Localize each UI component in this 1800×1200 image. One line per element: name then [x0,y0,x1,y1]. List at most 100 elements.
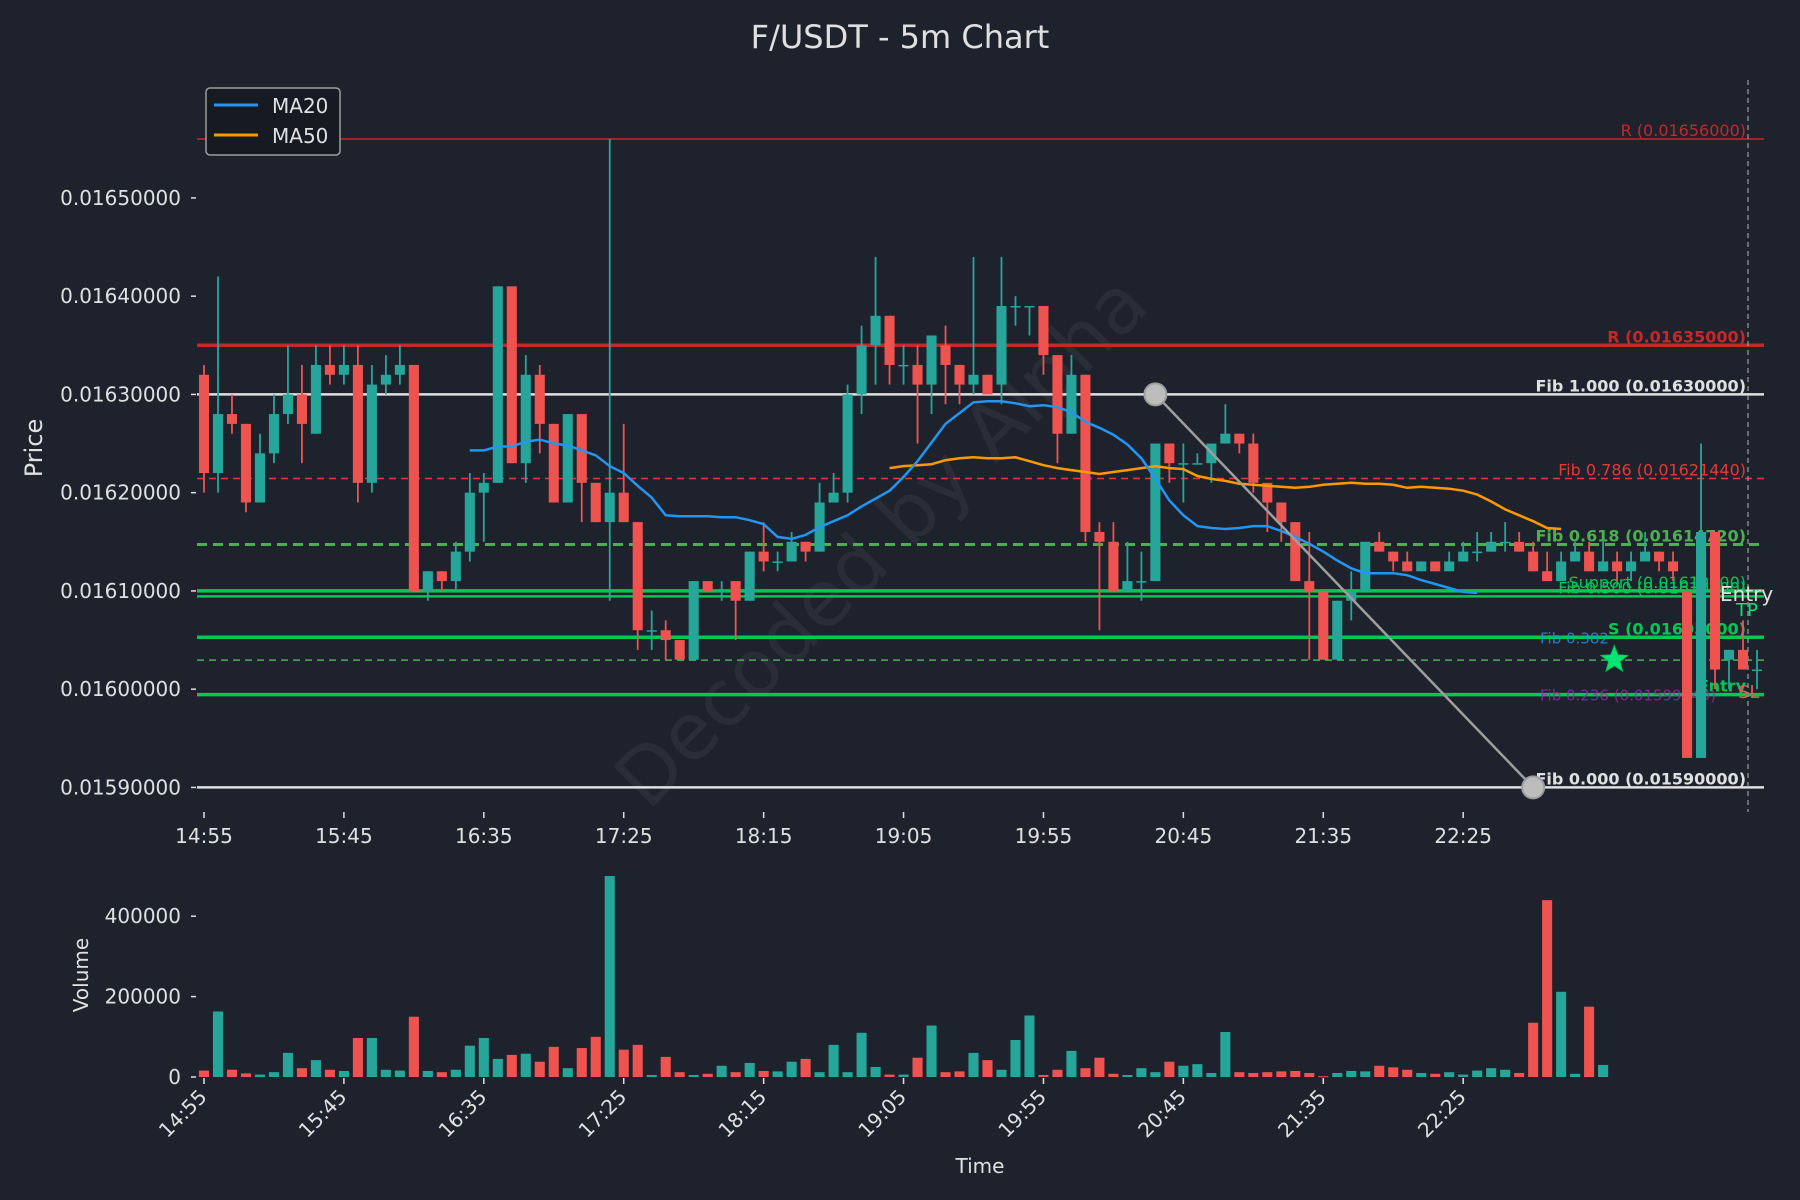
volume-time-tick-label: 19:55 [993,1085,1051,1143]
candle-body [1346,590,1357,601]
legend-label-ma20: MA20 [272,94,328,118]
candle-body [884,315,895,365]
candle-body [1150,443,1161,582]
candle-body [744,551,755,601]
candle-body [212,414,224,474]
volume-bar [1290,1070,1301,1077]
entry-star-marker [1599,644,1629,673]
volume-bar [618,1049,629,1077]
volume-bar [688,1074,699,1077]
volume-bar [772,1071,783,1077]
candle-body [226,414,238,424]
time-axis-label: Time [955,1154,1005,1178]
price-axis-label: Price [20,419,48,478]
candle-body [1682,590,1693,758]
candle-body [534,374,545,424]
candle-body [1696,531,1707,758]
time-tick-label: 20:45 [1155,824,1213,848]
candle-body [702,581,713,591]
candle-body [1080,374,1091,532]
volume-tick-label: 200000 [105,985,181,1009]
volume-bar [1010,1040,1021,1077]
volume-bar [1066,1050,1077,1077]
volume-time-tick-label: 22:25 [1413,1085,1471,1143]
candle-body [1584,551,1595,572]
volume-bar [1234,1072,1245,1077]
candle-body [1122,581,1133,591]
sl-label: SL [1738,682,1759,703]
volume-panel: 0 200000 400000 14:55 15:45 16:35 17:25 18:15 19… [105,876,1609,1143]
volume-bar [1262,1072,1273,1077]
candle-body [772,561,783,563]
candle-body [1304,581,1315,591]
price-tick-label: 0.01630000 [60,382,181,406]
candle-body [296,394,307,424]
candle-body [1542,571,1553,582]
candle-body [198,374,210,474]
volume-bar [870,1066,881,1077]
volume-bar [310,1060,321,1077]
volume-bar [198,1070,210,1077]
candle-body [968,374,979,385]
volume-bar [1388,1067,1399,1077]
volume-bar [1122,1074,1133,1077]
candle-body [870,315,881,346]
candle-body [1066,374,1077,434]
candle-body [1654,551,1665,562]
candle-body [324,364,335,375]
volume-bar [1486,1068,1497,1077]
volume-bar [1570,1073,1581,1077]
volume-time-tick-label: 18:15 [713,1085,771,1143]
candle-body [1164,443,1175,464]
candle-body [800,541,811,552]
candle-body [310,364,321,434]
volume-time-tick-label: 20:45 [1133,1085,1191,1143]
volume-bar [1430,1073,1441,1077]
candle-body [1737,649,1749,670]
price-tick-label: 0.01650000 [60,186,181,210]
volume-bar [744,1062,755,1077]
volume-bar [1276,1071,1287,1077]
volume-bar [716,1065,727,1077]
candle-body [464,492,475,552]
candle-body [856,345,867,395]
volume-bar [268,1072,279,1077]
price-tick-label: 0.01640000 [60,284,181,308]
volume-bar [800,1058,811,1077]
candle-body [1178,463,1189,465]
volume-bar [786,1061,797,1077]
candle-body [576,414,587,483]
time-tick-label: 19:55 [1015,824,1073,848]
candle-body [366,384,377,483]
candle-body [660,630,671,641]
candle-body [1430,561,1441,572]
volume-bar [1108,1073,1119,1077]
candle-body [352,364,363,483]
volume-bar [1248,1072,1259,1077]
volume-bar [1136,1068,1147,1077]
volume-time-tick-label: 14:55 [154,1085,212,1143]
volume-bar [1584,1006,1595,1077]
candle-body [394,364,405,375]
time-tick-label: 18:15 [735,824,793,848]
candle-body [1388,551,1399,562]
candle-body [254,453,265,503]
volume-bar [1150,1072,1161,1077]
candle-body [1276,502,1287,523]
candle-body [1192,463,1203,465]
volume-bar [842,1072,853,1077]
volume-bar [1542,900,1553,1077]
volume-bar [1206,1072,1217,1077]
volume-bar [1556,991,1567,1077]
volume-bar [646,1074,657,1077]
candle-body [478,482,489,493]
volume-bar [352,1038,363,1077]
volume-bar [380,1069,391,1077]
volume-bar [576,1048,587,1077]
volume-bar [562,1068,573,1077]
candle-body [1094,531,1105,542]
legend-label-ma50: MA50 [272,124,328,148]
volume-bar [996,1069,1007,1077]
volume-bar [1052,1069,1063,1077]
